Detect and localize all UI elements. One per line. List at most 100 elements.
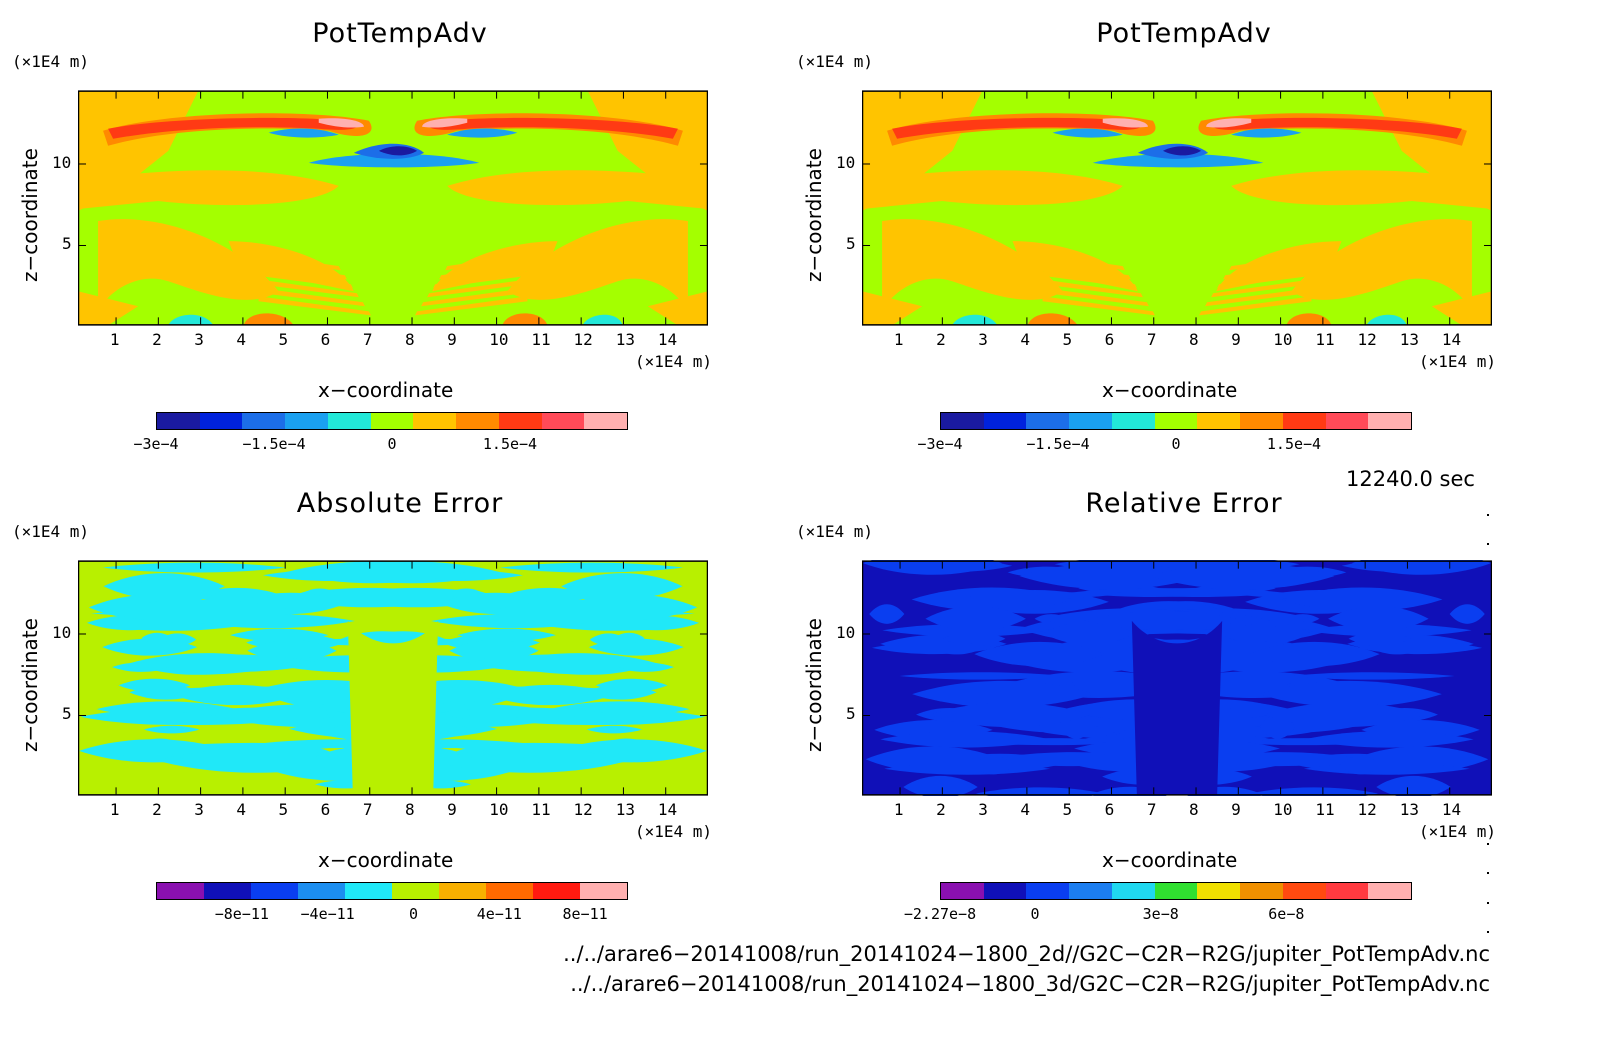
colorbar-tick-label: 0 (387, 435, 397, 453)
heatmap-plot (78, 90, 708, 326)
panel-top-left: PotTempAdv (×1E4 m) (×1E4 m) z−coordinate x−… (0, 0, 780, 470)
colorbar-swatch (392, 883, 439, 899)
x-tick-label: 5 (278, 330, 289, 349)
x-tick-label: 7 (1146, 330, 1157, 349)
dot-marker (1487, 543, 1489, 545)
x-tick-label: 8 (1188, 330, 1199, 349)
contour-region (78, 291, 139, 326)
colorbar-swatch (345, 883, 392, 899)
y-unit-label: (×1E4 m) (12, 522, 90, 541)
x-tick-label: 4 (1020, 330, 1031, 349)
error-band (500, 562, 684, 573)
x-tick-label: 2 (152, 800, 162, 819)
plot-frame (862, 560, 1492, 796)
x-tick-label: 1 (893, 800, 904, 819)
error-band (183, 707, 345, 718)
x-tick-label: 1 (893, 330, 904, 349)
error-band (903, 775, 978, 796)
contour-region (447, 170, 708, 210)
x-tick-label: 14 (657, 330, 678, 349)
colorbar-tick-label: 1.5e−4 (1266, 435, 1322, 453)
x-tick-label: 1 (109, 800, 120, 819)
colorbar-swatch (242, 413, 286, 429)
error-band (1249, 641, 1380, 667)
y-tick-label: 5 (62, 704, 72, 724)
colorbar-tick-label: −2.27e−8 (903, 905, 977, 923)
error-band (486, 684, 614, 706)
x-tick-label: 11 (1315, 330, 1335, 349)
colorbar-tick-label: −3e−4 (917, 435, 963, 453)
central-negative (1092, 153, 1264, 168)
stripe-band (238, 251, 341, 271)
central-core (1162, 146, 1202, 156)
bottom-blob (502, 313, 548, 326)
stripe-band (250, 278, 359, 298)
stripe-band (1211, 278, 1320, 298)
colorbar-tick-label: −8e−11 (214, 905, 269, 923)
stripe-band (433, 269, 540, 289)
contour-region (507, 219, 688, 312)
contour-region (1231, 170, 1492, 210)
contour-region (862, 291, 923, 326)
bottom-blob (243, 313, 294, 326)
colorbar-swatch (1368, 413, 1412, 429)
error-band (613, 632, 645, 644)
x-tick-label: 7 (362, 800, 373, 819)
colorbar-swatch (298, 883, 345, 899)
time-label: 12240.0 sec (1346, 467, 1475, 491)
x-tick-label: 12 (573, 800, 593, 819)
x-tick-label: 13 (1399, 330, 1419, 349)
contour-region (862, 170, 1123, 210)
heatmap-plot (862, 560, 1492, 796)
x-tick-label: 8 (404, 800, 415, 819)
x-tick-label: 8 (1188, 800, 1199, 819)
x-tick-label: 6 (320, 330, 331, 349)
error-band (125, 576, 222, 604)
stripe-band (1205, 287, 1316, 307)
error-band (143, 725, 200, 734)
upper-peak (1206, 118, 1252, 128)
plot-frame (862, 90, 1492, 326)
x-unit-label: (×1E4 m) (1419, 352, 1497, 371)
y-tick-label: 5 (846, 234, 856, 254)
y-tick-label: 5 (846, 704, 856, 724)
colorbar-tick-label: 4e−11 (476, 905, 522, 923)
x-tick-label: 5 (1062, 800, 1073, 819)
error-band (141, 632, 173, 644)
x-tick-label: 9 (447, 330, 457, 349)
x-tick-label: 2 (936, 800, 946, 819)
x-unit-label: (×1E4 m) (635, 352, 713, 371)
colorbar-tick-label: 0 (408, 905, 418, 923)
contour-region (882, 219, 1063, 312)
error-band (285, 561, 465, 584)
contour-region (647, 291, 708, 326)
error-band (871, 641, 997, 655)
stripe-band (1026, 260, 1131, 280)
colorbar-swatch (1026, 883, 1070, 899)
colorbar-swatch (486, 883, 533, 899)
error-band (1304, 731, 1474, 748)
chart-title: PotTempAdv (1096, 18, 1272, 49)
y-tick-label: 10 (836, 153, 856, 173)
x-tick-label: 8 (404, 330, 415, 349)
x-tick-label: 10 (489, 330, 509, 349)
panel-bottom-left: Absolute Error (×1E4 m) (×1E4 m) z−coordina… (0, 470, 780, 940)
colorbar (156, 882, 628, 900)
x-tick-label: 12 (573, 330, 593, 349)
error-band (102, 599, 298, 624)
stripe-band (439, 260, 544, 280)
colorbar (156, 412, 628, 430)
error-band (564, 576, 661, 604)
negative-lobe (1052, 128, 1123, 138)
colorbar-swatch (251, 883, 298, 899)
y-unit-label: (×1E4 m) (12, 52, 90, 71)
contour-region (432, 241, 558, 292)
stripe-band (1034, 278, 1143, 298)
stripe-band (1199, 296, 1312, 316)
bottom-blob (1286, 313, 1332, 326)
error-band (972, 755, 1014, 775)
error-band (928, 702, 1091, 728)
y-axis-label: z−coordinate (802, 148, 826, 282)
negative-lobe (1231, 128, 1302, 138)
central-core (378, 146, 418, 156)
